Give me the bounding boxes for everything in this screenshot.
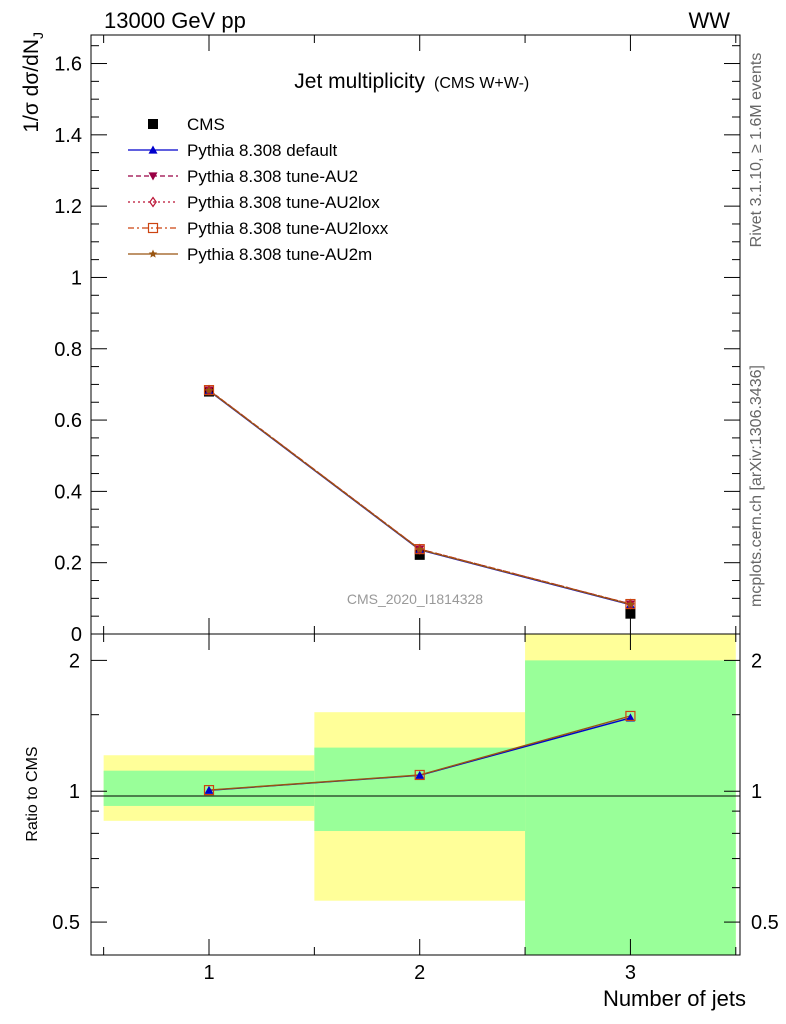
legend-marker xyxy=(149,196,157,208)
ratio-y-tick-label-right: 1 xyxy=(751,781,762,803)
y-tick-label: 1.6 xyxy=(54,54,82,76)
ratio-series-marker xyxy=(415,770,425,779)
legend-label: Pythia 8.308 tune-AU2m xyxy=(187,245,372,264)
series-marker xyxy=(204,385,214,395)
data-point xyxy=(414,549,425,560)
ratio-y-tick-label: 0.5 xyxy=(52,912,80,934)
main-series-lines xyxy=(208,389,631,606)
legend-marker xyxy=(147,222,159,234)
header-energy-label: 13000 GeV pp xyxy=(104,8,246,33)
series-line xyxy=(208,390,631,606)
mcplots-label: mcplots.cern.ch [arXiv:1306.3436] xyxy=(748,365,765,607)
x-tick-label: 1 xyxy=(203,962,214,984)
main-panel: 0 0.2 0.4 0.6 0.8 1 1.2 1.4 1.6 Jet multiplicity… xyxy=(20,32,741,646)
ratio-series-markers xyxy=(203,710,636,796)
ratio-y-tick-label-right: 2 xyxy=(751,650,762,672)
series-line xyxy=(208,389,631,605)
y-tick-label: 0.6 xyxy=(54,410,82,432)
legend-label: Pythia 8.308 tune-AU2lox xyxy=(187,193,380,212)
main-series-markers xyxy=(203,384,636,610)
y-tick-label: 0.4 xyxy=(54,481,82,503)
data-point xyxy=(625,608,636,619)
rivet-label: Rivet 3.1.10, ≥ 1.6M events xyxy=(748,53,765,248)
x-tick-label: 3 xyxy=(625,962,636,984)
y-tick-label: 1.2 xyxy=(54,196,82,218)
x-tick-label: 2 xyxy=(414,962,425,984)
ratio-panel: 0.5 0.5 1 1 2 2 1 2 3 Ratio to CMS Number of je… xyxy=(24,633,779,1011)
ratio-y-axis: 0.5 0.5 1 1 2 2 xyxy=(52,650,779,934)
chart-subtitle: (CMS W+W-) xyxy=(434,75,529,92)
ratio-y-axis-label: Ratio to CMS xyxy=(24,746,41,841)
series-marker xyxy=(414,544,425,555)
inner-uncertainty-band xyxy=(525,660,736,955)
x-axis-label: Number of jets xyxy=(603,986,746,1011)
ratio-y-tick-label: 2 xyxy=(69,650,80,672)
series-marker xyxy=(203,385,215,396)
ratio-series-marker xyxy=(204,785,214,794)
y-tick-label: 0.2 xyxy=(54,553,82,575)
series-marker xyxy=(415,545,424,554)
series-line xyxy=(208,389,631,605)
legend: CMS Pythia 8.308 default Pythia 8.308 tune… xyxy=(128,115,389,264)
x-axis: 1 2 3 xyxy=(103,634,737,984)
y-tick-label: 1.4 xyxy=(54,125,82,147)
analysis-watermark: CMS_2020_I1814328 xyxy=(347,591,483,607)
ratio-series-marker xyxy=(625,710,636,722)
inner-uncertainty-band xyxy=(314,747,526,832)
ratio-series-marker xyxy=(625,713,635,722)
main-y-axis-label: 1/σ dσ/dNJ xyxy=(20,32,46,133)
data-points xyxy=(204,386,636,619)
header-process-label: WW xyxy=(688,8,730,33)
legend-marker xyxy=(148,249,158,258)
series-line xyxy=(208,389,631,606)
legend-marker xyxy=(148,119,158,129)
ratio-series-marker xyxy=(414,769,425,781)
ratio-y-tick-label-right: 0.5 xyxy=(751,912,779,934)
ratio-panel-frame xyxy=(90,633,741,956)
series-marker xyxy=(626,599,635,609)
y-tick-label: 0 xyxy=(71,624,82,646)
chart-title: Jet multiplicity xyxy=(294,70,425,93)
y-tick-label: 1 xyxy=(71,267,82,289)
legend-marker xyxy=(148,145,158,154)
legend-label: Pythia 8.308 default xyxy=(187,141,338,160)
legend-label: Pythia 8.308 tune-AU2 xyxy=(187,167,358,186)
y-tick-label: 0.8 xyxy=(54,339,82,361)
uncertainty-bands xyxy=(103,634,736,955)
legend-label: Pythia 8.308 tune-AU2loxx xyxy=(187,219,389,238)
legend-marker xyxy=(148,172,158,181)
series-marker xyxy=(625,598,636,610)
main-x-ticks xyxy=(103,35,737,634)
main-y-axis: 0 0.2 0.4 0.6 0.8 1 1.2 1.4 1.6 xyxy=(54,45,740,646)
ratio-y-tick-label: 1 xyxy=(69,781,80,803)
ratio-series-marker xyxy=(203,785,215,796)
legend-label: CMS xyxy=(187,115,225,134)
series-line xyxy=(208,389,631,605)
